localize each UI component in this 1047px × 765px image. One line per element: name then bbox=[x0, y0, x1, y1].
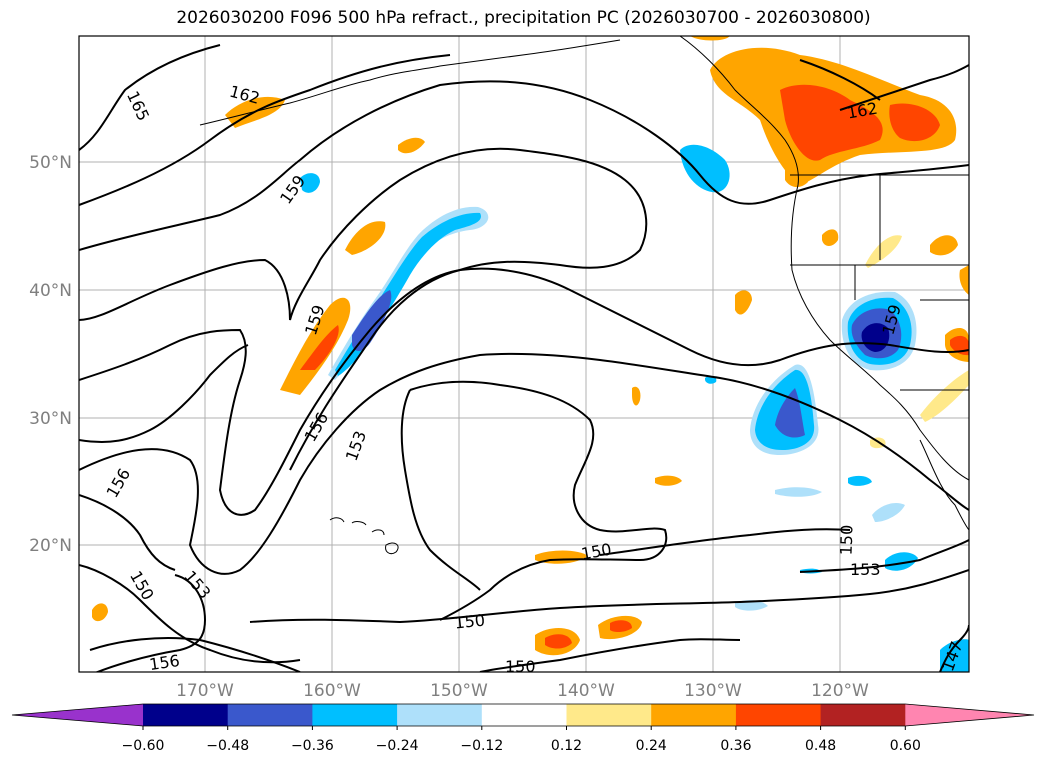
longitude-labels: 170°W 160°W 150°W 140°W 130°W 120°W bbox=[176, 681, 869, 701]
colorbar-tick-label: 0.36 bbox=[720, 738, 751, 754]
contour-150-sw bbox=[79, 564, 301, 664]
colorbar-tick-label: 0.24 bbox=[636, 738, 667, 754]
precip-area-top bbox=[690, 36, 730, 41]
colorbar-segment bbox=[481, 704, 567, 726]
lon-label-140w: 140°W bbox=[557, 681, 615, 701]
precip-area-east-edge bbox=[959, 265, 969, 295]
contour-162-east bbox=[839, 64, 969, 111]
precip-area-small-neg-6 bbox=[885, 552, 918, 571]
precip-area-small-neg-2 bbox=[775, 487, 822, 497]
lon-label-150w: 150°W bbox=[430, 681, 488, 701]
colorbar-tick-label: −0.12 bbox=[460, 738, 503, 754]
lat-label-50n: 50°N bbox=[29, 153, 72, 173]
contour-162-nw bbox=[799, 59, 881, 101]
contour-147 bbox=[939, 624, 969, 672]
north-america-coast bbox=[679, 36, 969, 481]
precip-area-small-neg-5 bbox=[872, 503, 905, 522]
contour-150-inner bbox=[409, 380, 668, 621]
colorbar-segment bbox=[397, 704, 483, 726]
colorbar-tick-label: 0.12 bbox=[551, 738, 582, 754]
aleutian-chain bbox=[199, 39, 621, 126]
latitude-labels: 50°N 40°N 30°N 20°N bbox=[29, 153, 72, 556]
hawaii-islands bbox=[329, 517, 399, 555]
contour-159-outer bbox=[79, 80, 969, 251]
precip-area-south-1-core bbox=[545, 634, 572, 649]
colorbar-tick-label: 0.60 bbox=[890, 738, 921, 754]
precip-area-offshore-cyan bbox=[680, 144, 730, 193]
contour-165 bbox=[79, 44, 221, 151]
colorbar-tick-label: 0.48 bbox=[805, 738, 836, 754]
colorbar-segment bbox=[651, 704, 737, 726]
precip-area-small-neg-1 bbox=[300, 173, 320, 193]
colorbar-tick-label: −0.36 bbox=[291, 738, 334, 754]
lon-label-120w: 120°W bbox=[811, 681, 869, 701]
colorbar: −0.60 −0.48 −0.36 −0.24 −0.12 0.12 0.24 0.36 0.4… bbox=[11, 703, 1035, 754]
lon-label-160w: 160°W bbox=[303, 681, 361, 701]
precip-area-west bbox=[92, 603, 108, 622]
precip-area-bc-core bbox=[889, 103, 940, 142]
lat-label-20n: 20°N bbox=[29, 536, 72, 556]
colorbar-segment bbox=[143, 704, 229, 726]
colorbar-segment bbox=[820, 704, 906, 726]
colorbar-tick-label: −0.60 bbox=[122, 738, 165, 754]
lat-label-40n: 40°N bbox=[29, 281, 72, 301]
precip-area-frontal-orange bbox=[280, 297, 351, 395]
colorbar-segment bbox=[735, 704, 822, 726]
contour-label: 153 bbox=[850, 560, 881, 579]
lon-label-170w: 170°W bbox=[176, 681, 234, 701]
precip-area-small-neg-4 bbox=[848, 475, 872, 486]
contour-162-west bbox=[79, 54, 451, 206]
precip-negative-areas bbox=[300, 144, 969, 672]
contour-150-bottom bbox=[479, 638, 741, 672]
precip-area-coast bbox=[785, 168, 808, 188]
colorbar-extend-high bbox=[905, 704, 1034, 726]
contour-156-west bbox=[79, 344, 249, 443]
contour-label: 150 bbox=[505, 657, 536, 676]
precip-area-small-6 bbox=[865, 235, 902, 268]
lon-label-130w: 130°W bbox=[684, 681, 742, 701]
precip-area-small-2 bbox=[735, 290, 752, 315]
contour-150-south bbox=[249, 569, 969, 624]
precip-area-small-7 bbox=[930, 235, 958, 256]
map-frame bbox=[78, 35, 970, 673]
contour-156-sw bbox=[79, 494, 176, 571]
contour-156 bbox=[79, 267, 969, 516]
colorbar-tick-label: −0.24 bbox=[376, 738, 419, 754]
contour-label: 156 bbox=[148, 651, 181, 674]
precip-area-south-2-core bbox=[610, 620, 632, 633]
contour-153 bbox=[79, 352, 969, 575]
colorbar-segment bbox=[566, 704, 652, 726]
colorbar-extend-low bbox=[12, 704, 143, 726]
precip-area-small-4 bbox=[398, 137, 425, 154]
lat-label-30n: 30°N bbox=[29, 409, 72, 429]
contour-label: 150 bbox=[454, 610, 486, 632]
contour-150-central bbox=[599, 528, 851, 556]
colorbar-tick-label: −0.48 bbox=[206, 738, 249, 754]
precip-area-small-neg-7 bbox=[940, 639, 969, 672]
mexico-coast bbox=[919, 439, 969, 531]
colorbar-segment bbox=[312, 704, 398, 726]
contour-153-se bbox=[799, 539, 969, 573]
contour-153-sw bbox=[94, 574, 207, 672]
contour-159-trough bbox=[79, 147, 648, 471]
contour-label: 150 bbox=[836, 524, 856, 555]
map-title: 2026030200 F096 500 hPa refract., precip… bbox=[176, 8, 871, 28]
precip-area-small-3 bbox=[632, 386, 641, 406]
precip-area-small-1 bbox=[655, 475, 682, 486]
refractivity-contours bbox=[79, 44, 969, 672]
precip-area-frontal-blue bbox=[352, 290, 392, 352]
colorbar-segment bbox=[227, 704, 313, 726]
precip-area-frontal-red bbox=[300, 325, 339, 370]
precip-area-east-2 bbox=[920, 370, 969, 422]
precip-area-frontal-north bbox=[345, 221, 386, 255]
contour-150-inner-west bbox=[400, 389, 481, 591]
precip-area-small-5 bbox=[822, 229, 839, 246]
